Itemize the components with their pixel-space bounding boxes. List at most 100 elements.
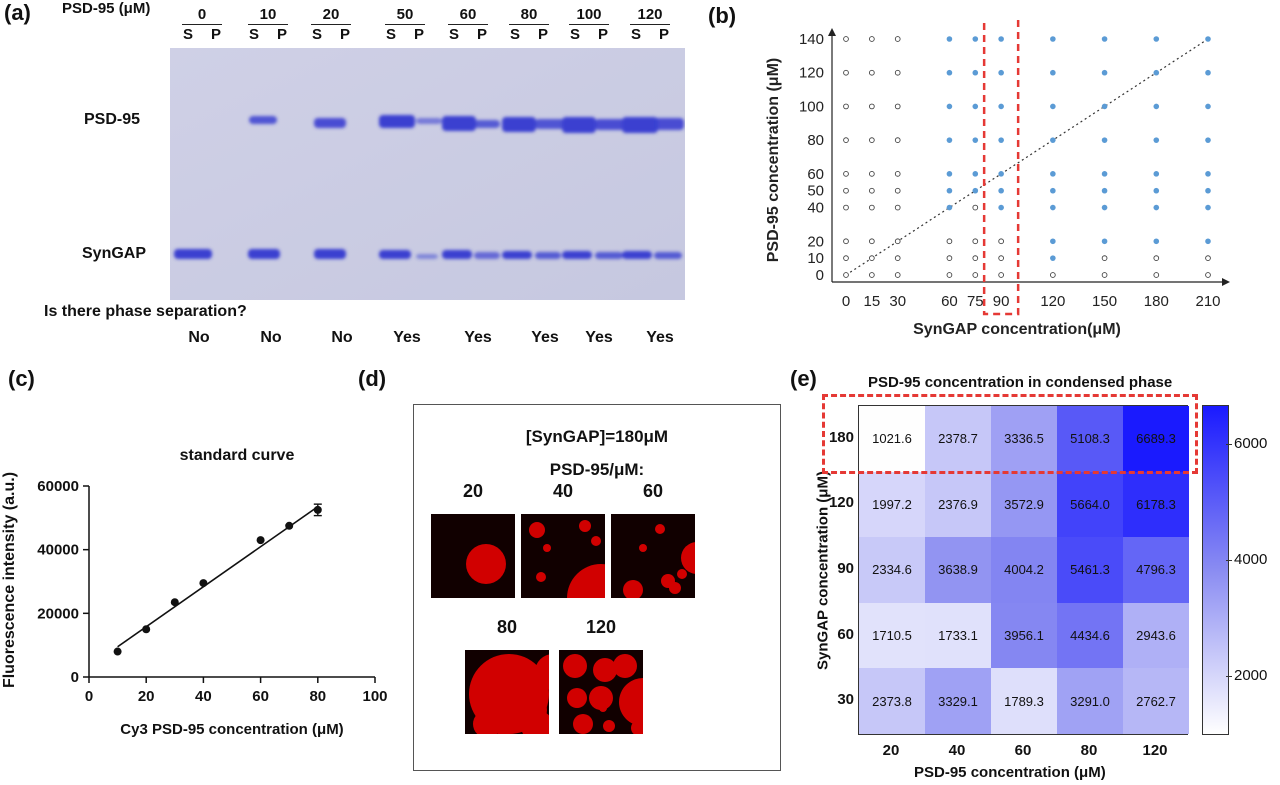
filled-data-point [946, 204, 953, 211]
filled-data-point [946, 103, 953, 110]
filled-data-point [1153, 103, 1160, 110]
filled-data-point [1205, 137, 1211, 143]
syngap-band [535, 252, 561, 259]
x-tick-label: 40 [195, 688, 212, 705]
x-tick-label: 60 [252, 688, 269, 705]
heatmap-y-tick-label: 90 [837, 560, 854, 577]
filled-data-point [1205, 103, 1211, 110]
open-data-point [894, 69, 901, 76]
psd95-band [474, 120, 500, 128]
filled-data-point [946, 187, 953, 194]
filled-data-point [998, 204, 1004, 211]
filled-data-point [1101, 238, 1108, 245]
x-tick-label: 180 [1144, 293, 1169, 310]
filled-data-point [1205, 171, 1211, 177]
x-tick-label: 0 [842, 293, 850, 310]
filled-data-point [1153, 36, 1160, 42]
filled-data-point [972, 69, 979, 76]
lane-s-label: S [448, 26, 459, 43]
chart-title: standard curve [180, 447, 295, 464]
filled-data-point [1050, 238, 1056, 245]
lane-s-label: S [569, 26, 580, 43]
data-point [199, 579, 208, 588]
syngap-band [562, 251, 592, 259]
droplet-concentration-label: 20 [462, 481, 484, 501]
lane-p-label: P [537, 26, 548, 43]
y-tick-label: 120 [799, 65, 824, 82]
open-data-point [1153, 255, 1160, 261]
data-point [256, 536, 265, 545]
lane-p-label: P [658, 26, 669, 43]
filled-data-point [1205, 238, 1211, 245]
syngap-band [595, 252, 623, 259]
filled-data-point [1205, 204, 1211, 211]
lane-group-divider [311, 24, 351, 25]
filled-data-point [1050, 255, 1056, 261]
filled-data-point [1153, 238, 1160, 245]
heatmap-x-tick-label: 20 [882, 742, 900, 759]
filled-data-point [1050, 36, 1056, 42]
heatmap-cell: 5108.3 [1057, 406, 1123, 472]
heatmap-cell: 5461.3 [1057, 537, 1123, 603]
lane-p-label: P [413, 26, 424, 43]
x-tick-label: 15 [864, 293, 881, 310]
open-data-point [843, 204, 849, 211]
y-tick-label: 60000 [37, 478, 79, 495]
heatmap-highlight-box [822, 394, 1198, 474]
filled-data-point [1050, 69, 1056, 76]
x-tick-label: 30 [889, 293, 906, 310]
filled-data-point [1101, 204, 1108, 211]
lane-concentration: 100 [576, 6, 602, 23]
lane-s-label: S [248, 26, 259, 43]
droplet [669, 582, 681, 594]
open-data-point [869, 255, 875, 261]
droplet [599, 704, 607, 712]
lane-p-label: P [210, 26, 221, 43]
syngap-band [502, 251, 532, 259]
droplet [543, 544, 551, 552]
heatmap-cell: 3329.1 [925, 668, 991, 734]
open-data-point [869, 36, 875, 42]
droplet-image [431, 514, 515, 598]
psd95-band [502, 117, 536, 132]
droplet-concentration-label: 60 [642, 481, 664, 501]
phase-separation-answer: No [260, 329, 282, 346]
heatmap-cell: 1733.1 [925, 602, 991, 669]
droplet [529, 522, 545, 538]
x-tick-label: 80 [309, 688, 326, 705]
open-data-point [894, 272, 901, 278]
colorbar-tick-mark [1226, 676, 1232, 677]
syngap-band [174, 249, 212, 259]
open-data-point [998, 272, 1004, 278]
open-data-point [869, 137, 875, 143]
colorbar-tick-label: 4000 [1234, 551, 1268, 568]
x-axis-title: SynGAP concentration(μM) [913, 321, 1121, 338]
open-data-point [946, 255, 953, 261]
open-data-point [998, 238, 1004, 245]
panel-e-label: (e) [790, 366, 817, 391]
filled-data-point [946, 36, 953, 42]
fit-line [117, 506, 319, 648]
open-data-point [894, 204, 901, 211]
lane-concentration: 20 [322, 6, 340, 23]
heatmap-y-tick-label: 60 [837, 625, 854, 643]
open-data-point [869, 171, 875, 177]
open-data-point [894, 255, 901, 261]
data-point [285, 521, 294, 530]
standard-curve-chart: standard curve 0 20 40 60 80 100 0 20000 40000 600… [1, 447, 388, 738]
droplet [535, 654, 549, 690]
heatmap-cell: 1997.2 [859, 471, 925, 538]
open-data-point [1050, 272, 1056, 278]
y-tick-label: 40000 [37, 542, 79, 559]
syngap-band [379, 250, 411, 259]
filled-data-point [998, 187, 1004, 194]
droplet-concentration-label: 120 [585, 617, 617, 637]
heatmap-cell: 2334.6 [859, 537, 925, 603]
droplet [536, 572, 546, 582]
lane-concentration: 80 [520, 6, 538, 23]
syngap-band [416, 254, 438, 259]
x-axis-title: Cy3 PSD-95 concentration (μM) [120, 721, 343, 738]
filled-data-point [1153, 69, 1160, 76]
heatmap-y-tick-label: 30 [837, 691, 854, 709]
data-point [113, 647, 122, 656]
